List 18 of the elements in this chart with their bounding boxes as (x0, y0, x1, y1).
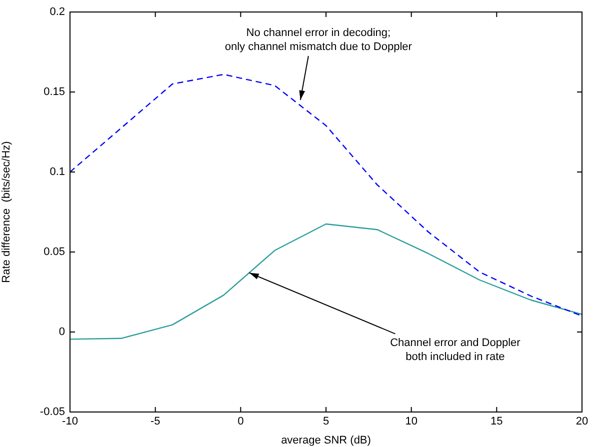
annotation: Channel error and Doppler both included in rate (390, 336, 521, 363)
x-tick-label: 20 (576, 416, 588, 428)
x-tick-label: 5 (322, 416, 330, 428)
x-axis-title: average SNR (dB) (281, 434, 371, 446)
annotation: No channel error in decoding; only channel mismatch due to Doppler (224, 27, 412, 54)
y-tick-label: 0 (58, 326, 65, 338)
x-tick-label: 10 (405, 416, 418, 428)
y-tick-label: 0.2 (50, 6, 65, 18)
x-tick-label: -10 (62, 416, 78, 428)
x-tick-label: 15 (490, 416, 503, 428)
x-tick-label: 0 (238, 416, 244, 428)
line-series (70, 74, 582, 317)
y-tick-label: 0.15 (44, 86, 65, 98)
y-tick-label: 0.05 (44, 246, 65, 258)
y-tick-label: -0.05 (40, 406, 65, 418)
y-axis-title: Rate difference (bits/sec/Hz) (0, 141, 13, 283)
y-tick-label: 0.1 (50, 166, 65, 178)
x-tick-label: -5 (150, 416, 160, 428)
